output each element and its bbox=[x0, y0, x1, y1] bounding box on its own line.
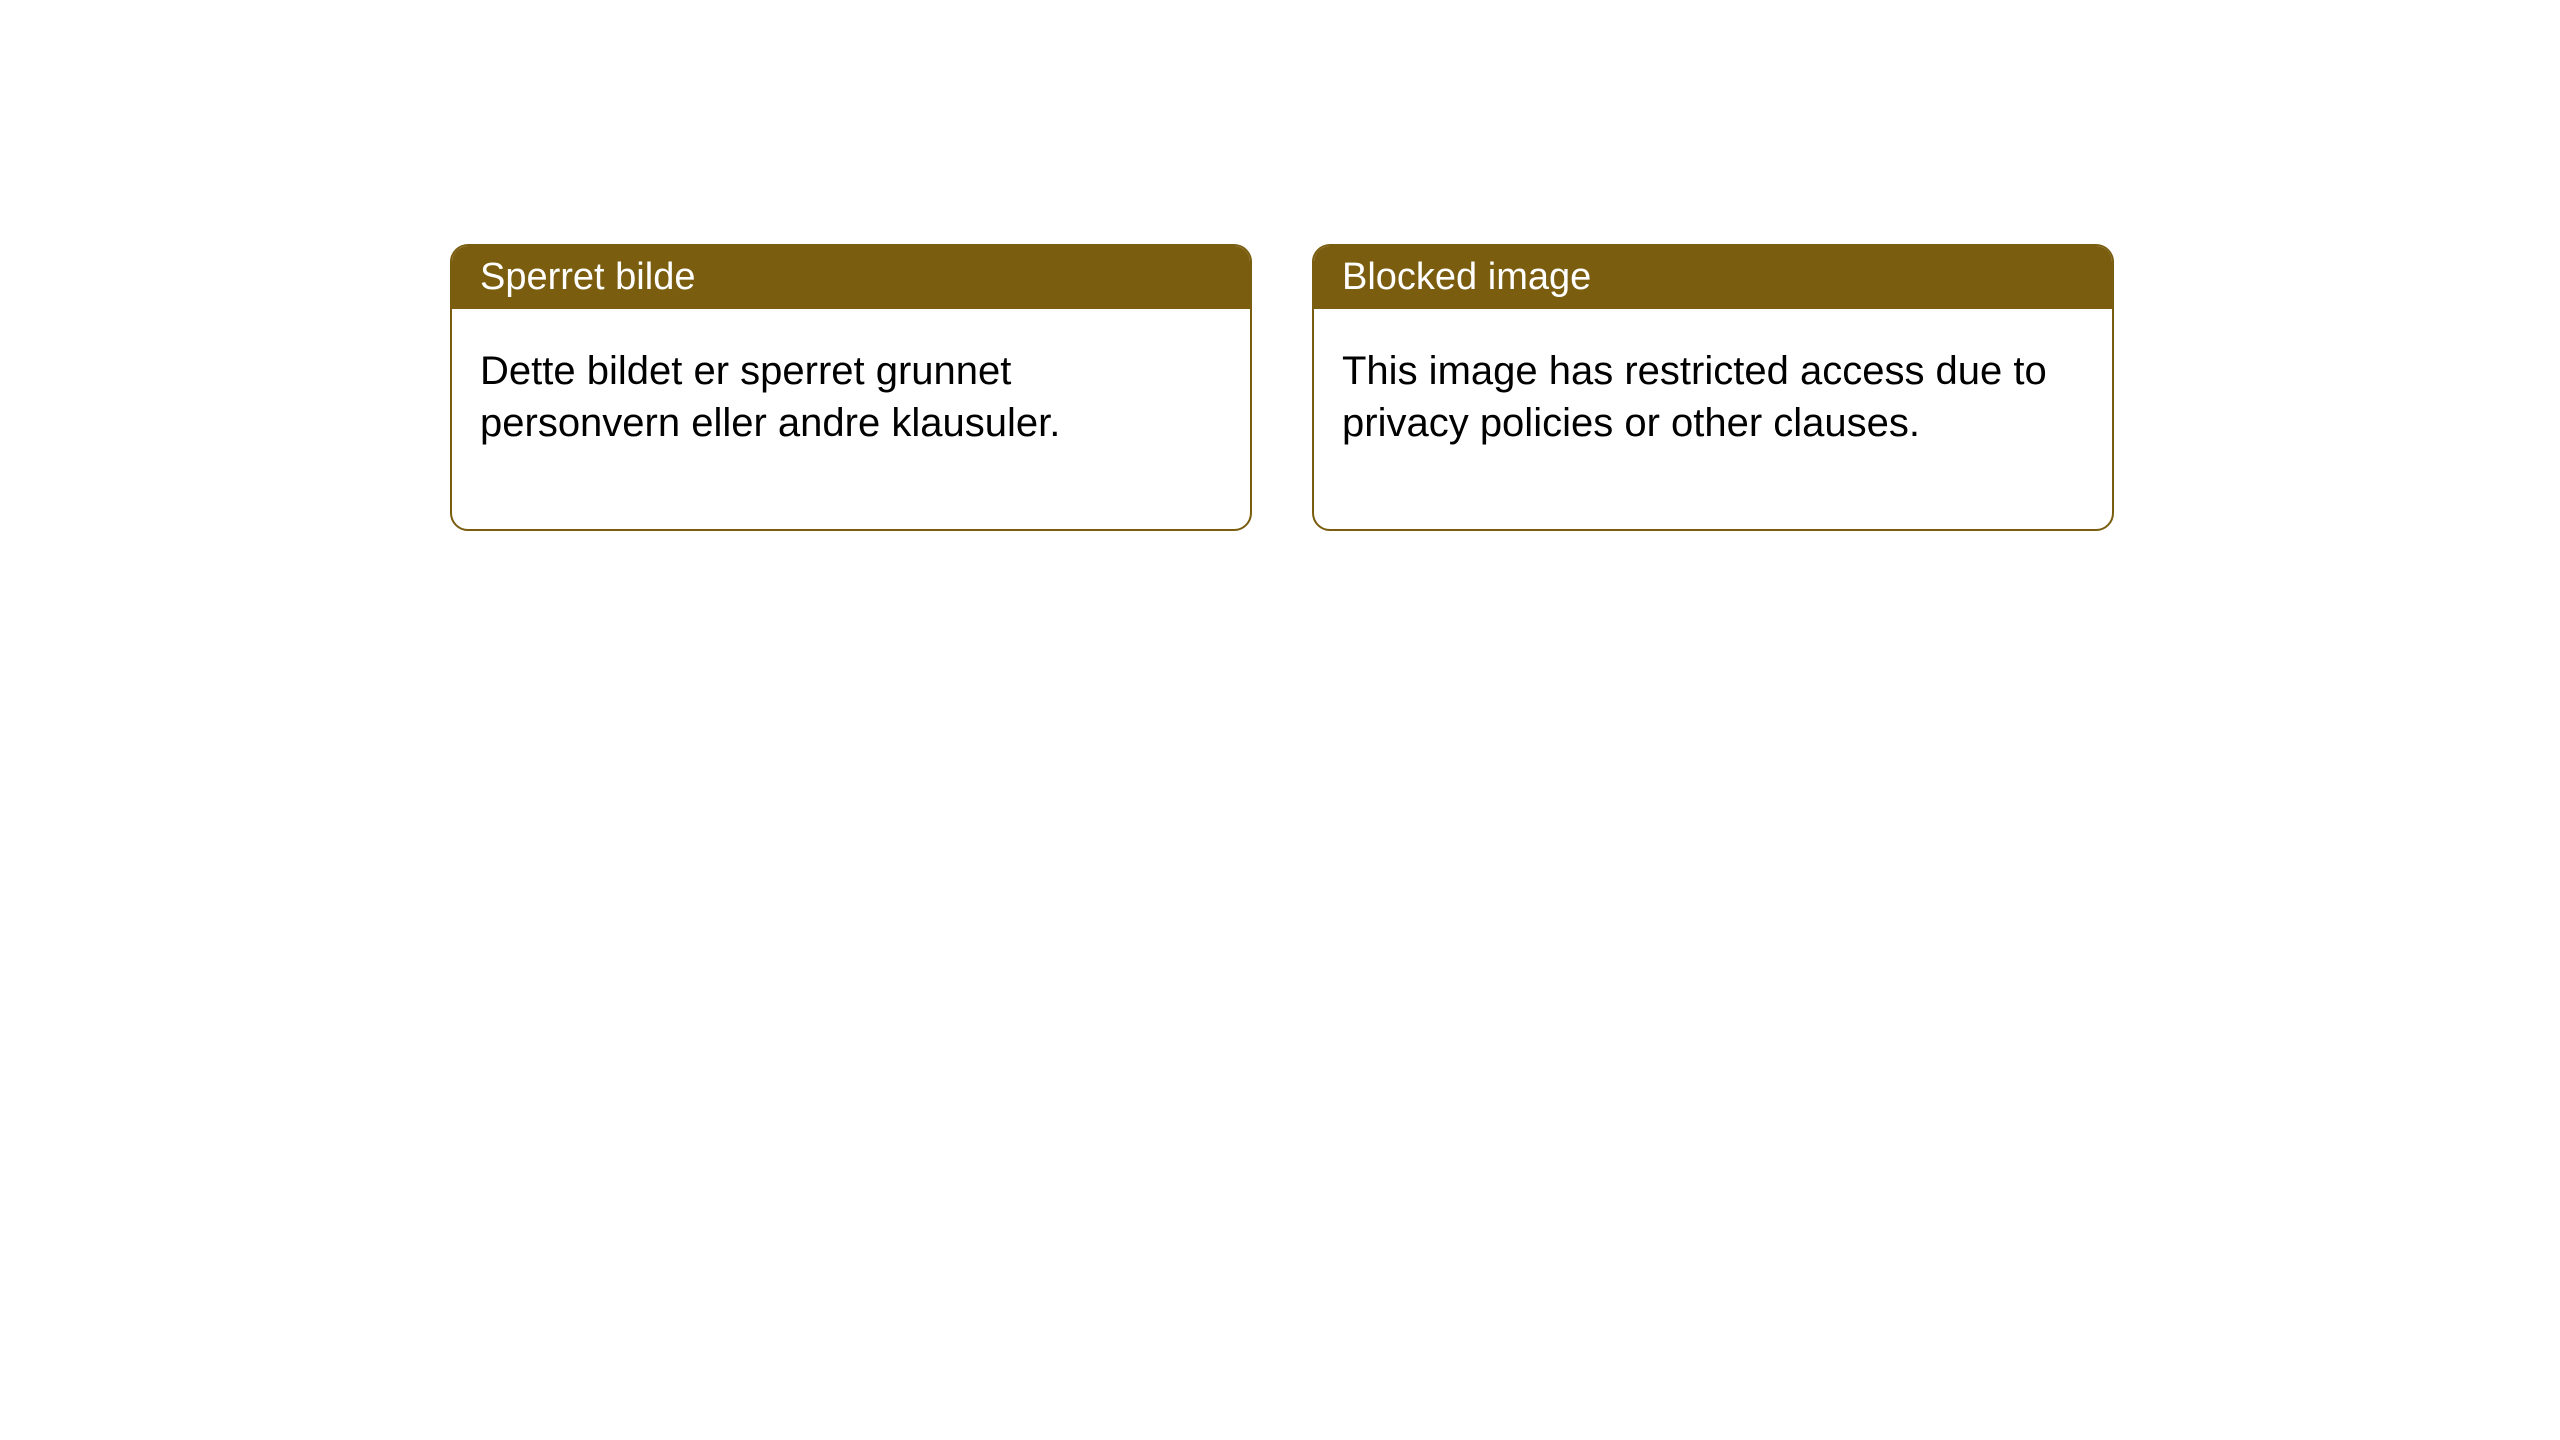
card-header: Sperret bilde bbox=[452, 246, 1250, 309]
card-title: Blocked image bbox=[1342, 256, 1591, 298]
card-body-text: This image has restricted access due to … bbox=[1342, 349, 2047, 445]
notice-card-english: Blocked image This image has restricted … bbox=[1312, 244, 2114, 531]
card-title: Sperret bilde bbox=[480, 256, 695, 298]
card-header: Blocked image bbox=[1314, 246, 2112, 309]
card-body: This image has restricted access due to … bbox=[1314, 309, 2112, 529]
notice-card-norwegian: Sperret bilde Dette bildet er sperret gr… bbox=[450, 244, 1252, 531]
notice-cards-container: Sperret bilde Dette bildet er sperret gr… bbox=[0, 0, 2560, 531]
card-body: Dette bildet er sperret grunnet personve… bbox=[452, 309, 1250, 529]
card-body-text: Dette bildet er sperret grunnet personve… bbox=[480, 349, 1060, 445]
